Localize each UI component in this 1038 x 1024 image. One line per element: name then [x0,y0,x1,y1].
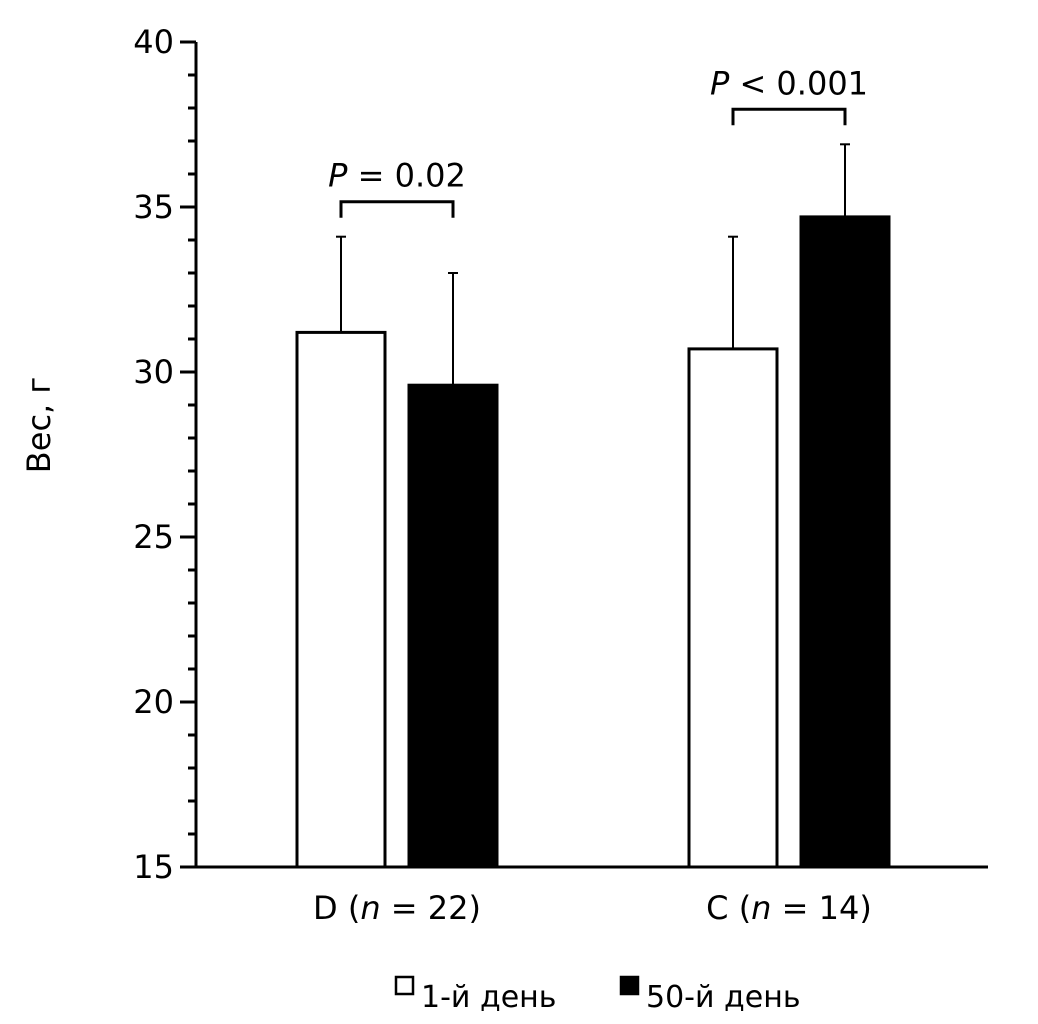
category-label: C (n = 14) [706,889,872,927]
y-tick-label: 20 [133,683,174,721]
y-axis-title: Вес, г [20,377,58,473]
y-tick-label: 15 [133,848,174,886]
p-value-label: P < 0.001 [710,64,868,102]
legend-label: 1-й день [421,980,556,1015]
category-labels: D (n = 22) C (n = 14) [313,889,872,927]
significance-bracket [339,200,455,218]
y-tick-label: 40 [133,23,174,61]
bar [799,215,891,869]
category-label: D (n = 22) [313,889,481,927]
bar [687,347,779,869]
significance-bracket [731,107,847,126]
significance-annotations: P = 0.02 P < 0.001 [328,64,868,218]
y-tick-label: 35 [133,188,174,226]
y-tick-label: 25 [133,518,174,556]
bars [295,143,891,869]
bar [407,383,499,869]
legend-swatch [394,975,415,996]
p-value-label: P = 0.02 [328,157,466,195]
bar [295,330,387,869]
legend: 1-й день 50-й день [394,975,801,1015]
y-tick-label: 30 [133,353,174,391]
legend-swatch [619,975,640,996]
legend-label: 50-й день [646,980,801,1015]
